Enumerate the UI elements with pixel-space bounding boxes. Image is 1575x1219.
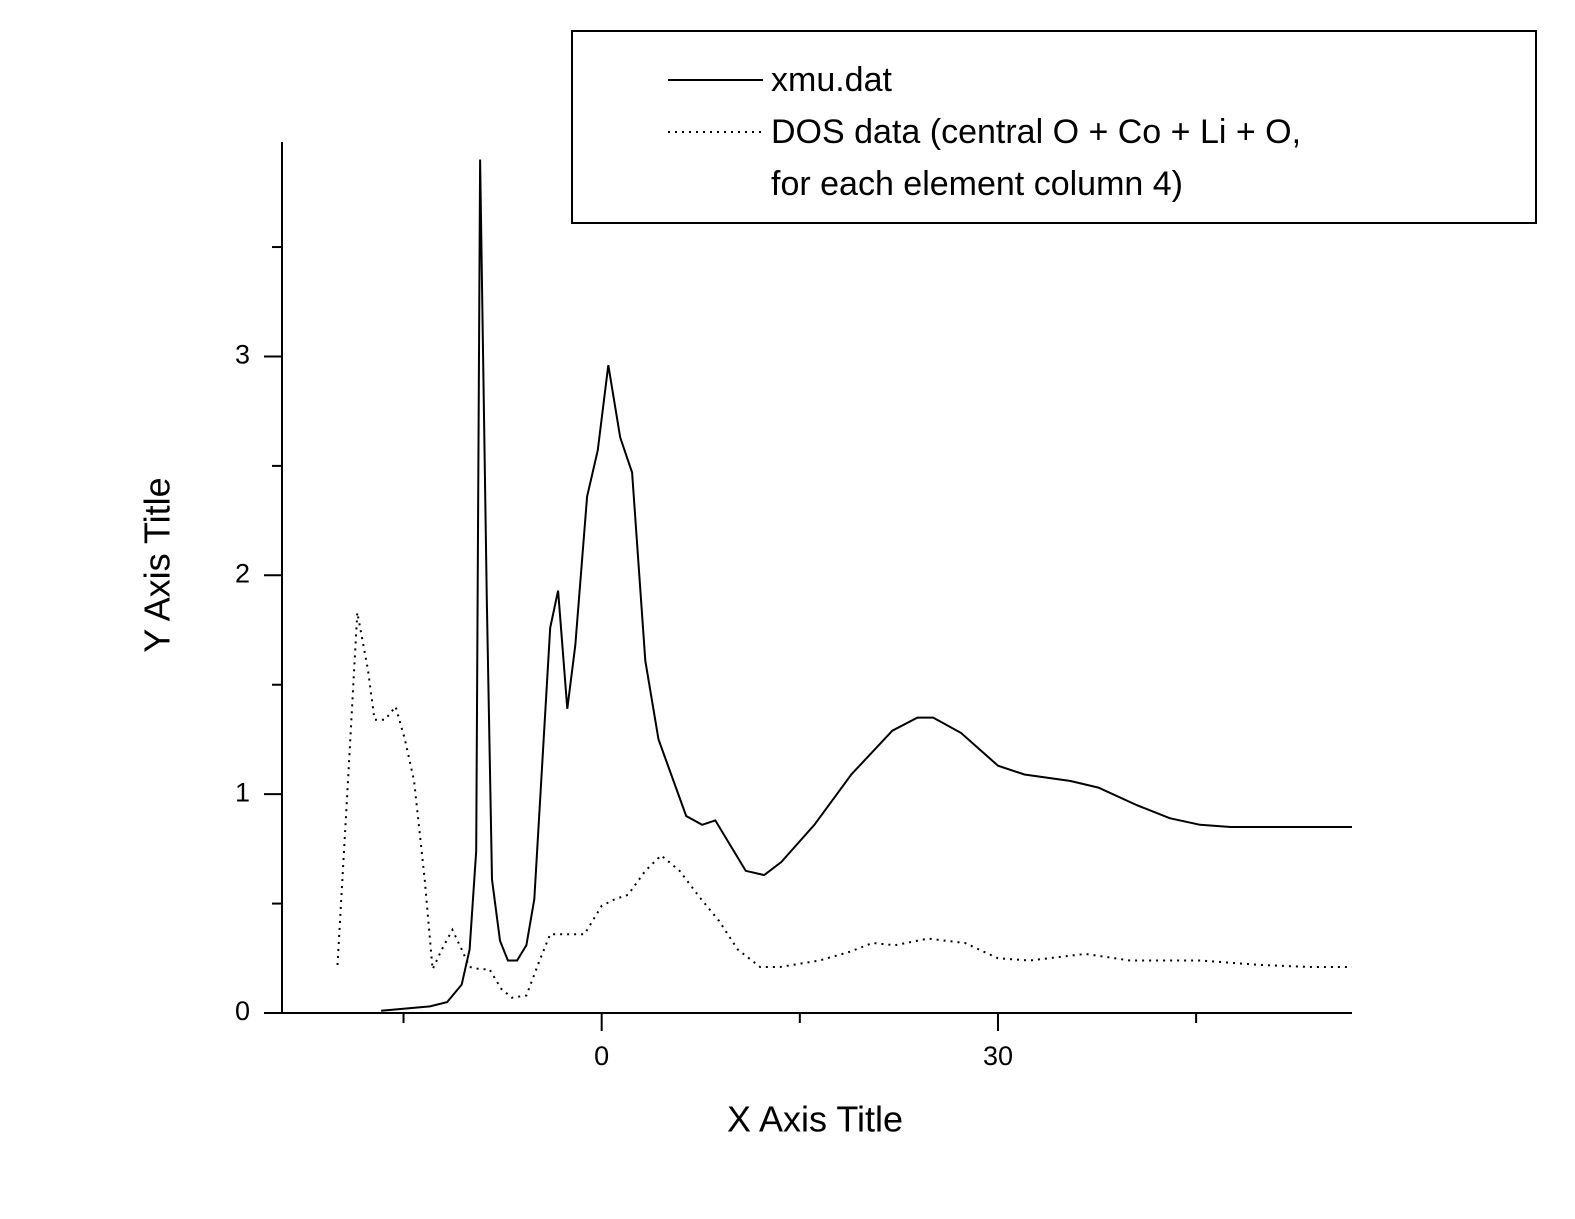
legend-label: xmu.dat bbox=[771, 61, 892, 99]
y-tick-label: 1 bbox=[235, 777, 250, 807]
x-tick-label: 30 bbox=[983, 1041, 1013, 1071]
x-tick-label: 0 bbox=[594, 1041, 609, 1071]
y-tick-label: 0 bbox=[235, 996, 250, 1026]
y-tick-label: 2 bbox=[235, 558, 250, 588]
legend-entry: xmu.dat bbox=[573, 54, 892, 106]
legend-swatch bbox=[668, 131, 763, 133]
legend-swatch bbox=[668, 79, 763, 81]
legend-label: DOS data (central O + Co + Li + O, for e… bbox=[771, 113, 1302, 203]
y-tick-label: 3 bbox=[235, 340, 250, 370]
data-line bbox=[336, 612, 1352, 999]
y-axis-title: Y Axis Title bbox=[137, 477, 178, 652]
data-line bbox=[381, 159, 1352, 1012]
legend-entry: DOS data (central O + Co + Li + O, for e… bbox=[573, 106, 1301, 210]
x-axis-title: X Axis Title bbox=[727, 1099, 903, 1140]
legend: xmu.dat DOS data (central O + Co + Li + O… bbox=[571, 30, 1537, 224]
